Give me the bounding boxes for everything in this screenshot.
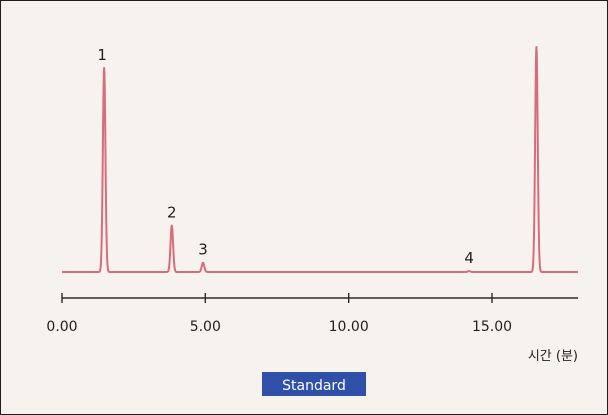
peak-label-1: 1 [97, 46, 107, 64]
chromatogram-trace [61, 45, 579, 273]
peak-labels: 1 2 3 4 [97, 46, 474, 267]
peak-label-3: 3 [198, 241, 208, 259]
standard-badge: Standard [262, 372, 366, 396]
trace-layer [61, 45, 579, 273]
peak-label-2: 2 [167, 204, 177, 222]
badge-background [262, 372, 366, 396]
peak-label-4: 4 [464, 249, 474, 267]
x-tick-label-2: 10.00 [329, 319, 369, 335]
x-axis-label: 시간 (분) [528, 349, 578, 364]
x-tick-label-0: 0.00 [46, 319, 77, 335]
x-axis: 0.00 5.00 10.00 15.00 [46, 293, 578, 335]
badge-label: Standard [282, 378, 346, 394]
x-tick-label-3: 15.00 [472, 319, 512, 335]
x-tick-label-1: 5.00 [190, 319, 221, 335]
